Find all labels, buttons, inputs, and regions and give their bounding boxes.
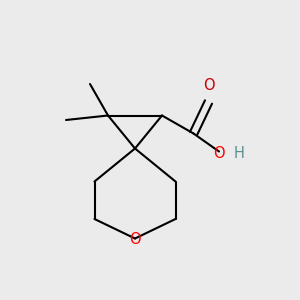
- Text: O: O: [129, 232, 141, 247]
- Text: O: O: [213, 146, 225, 160]
- Text: H: H: [234, 146, 245, 160]
- Text: O: O: [203, 78, 214, 93]
